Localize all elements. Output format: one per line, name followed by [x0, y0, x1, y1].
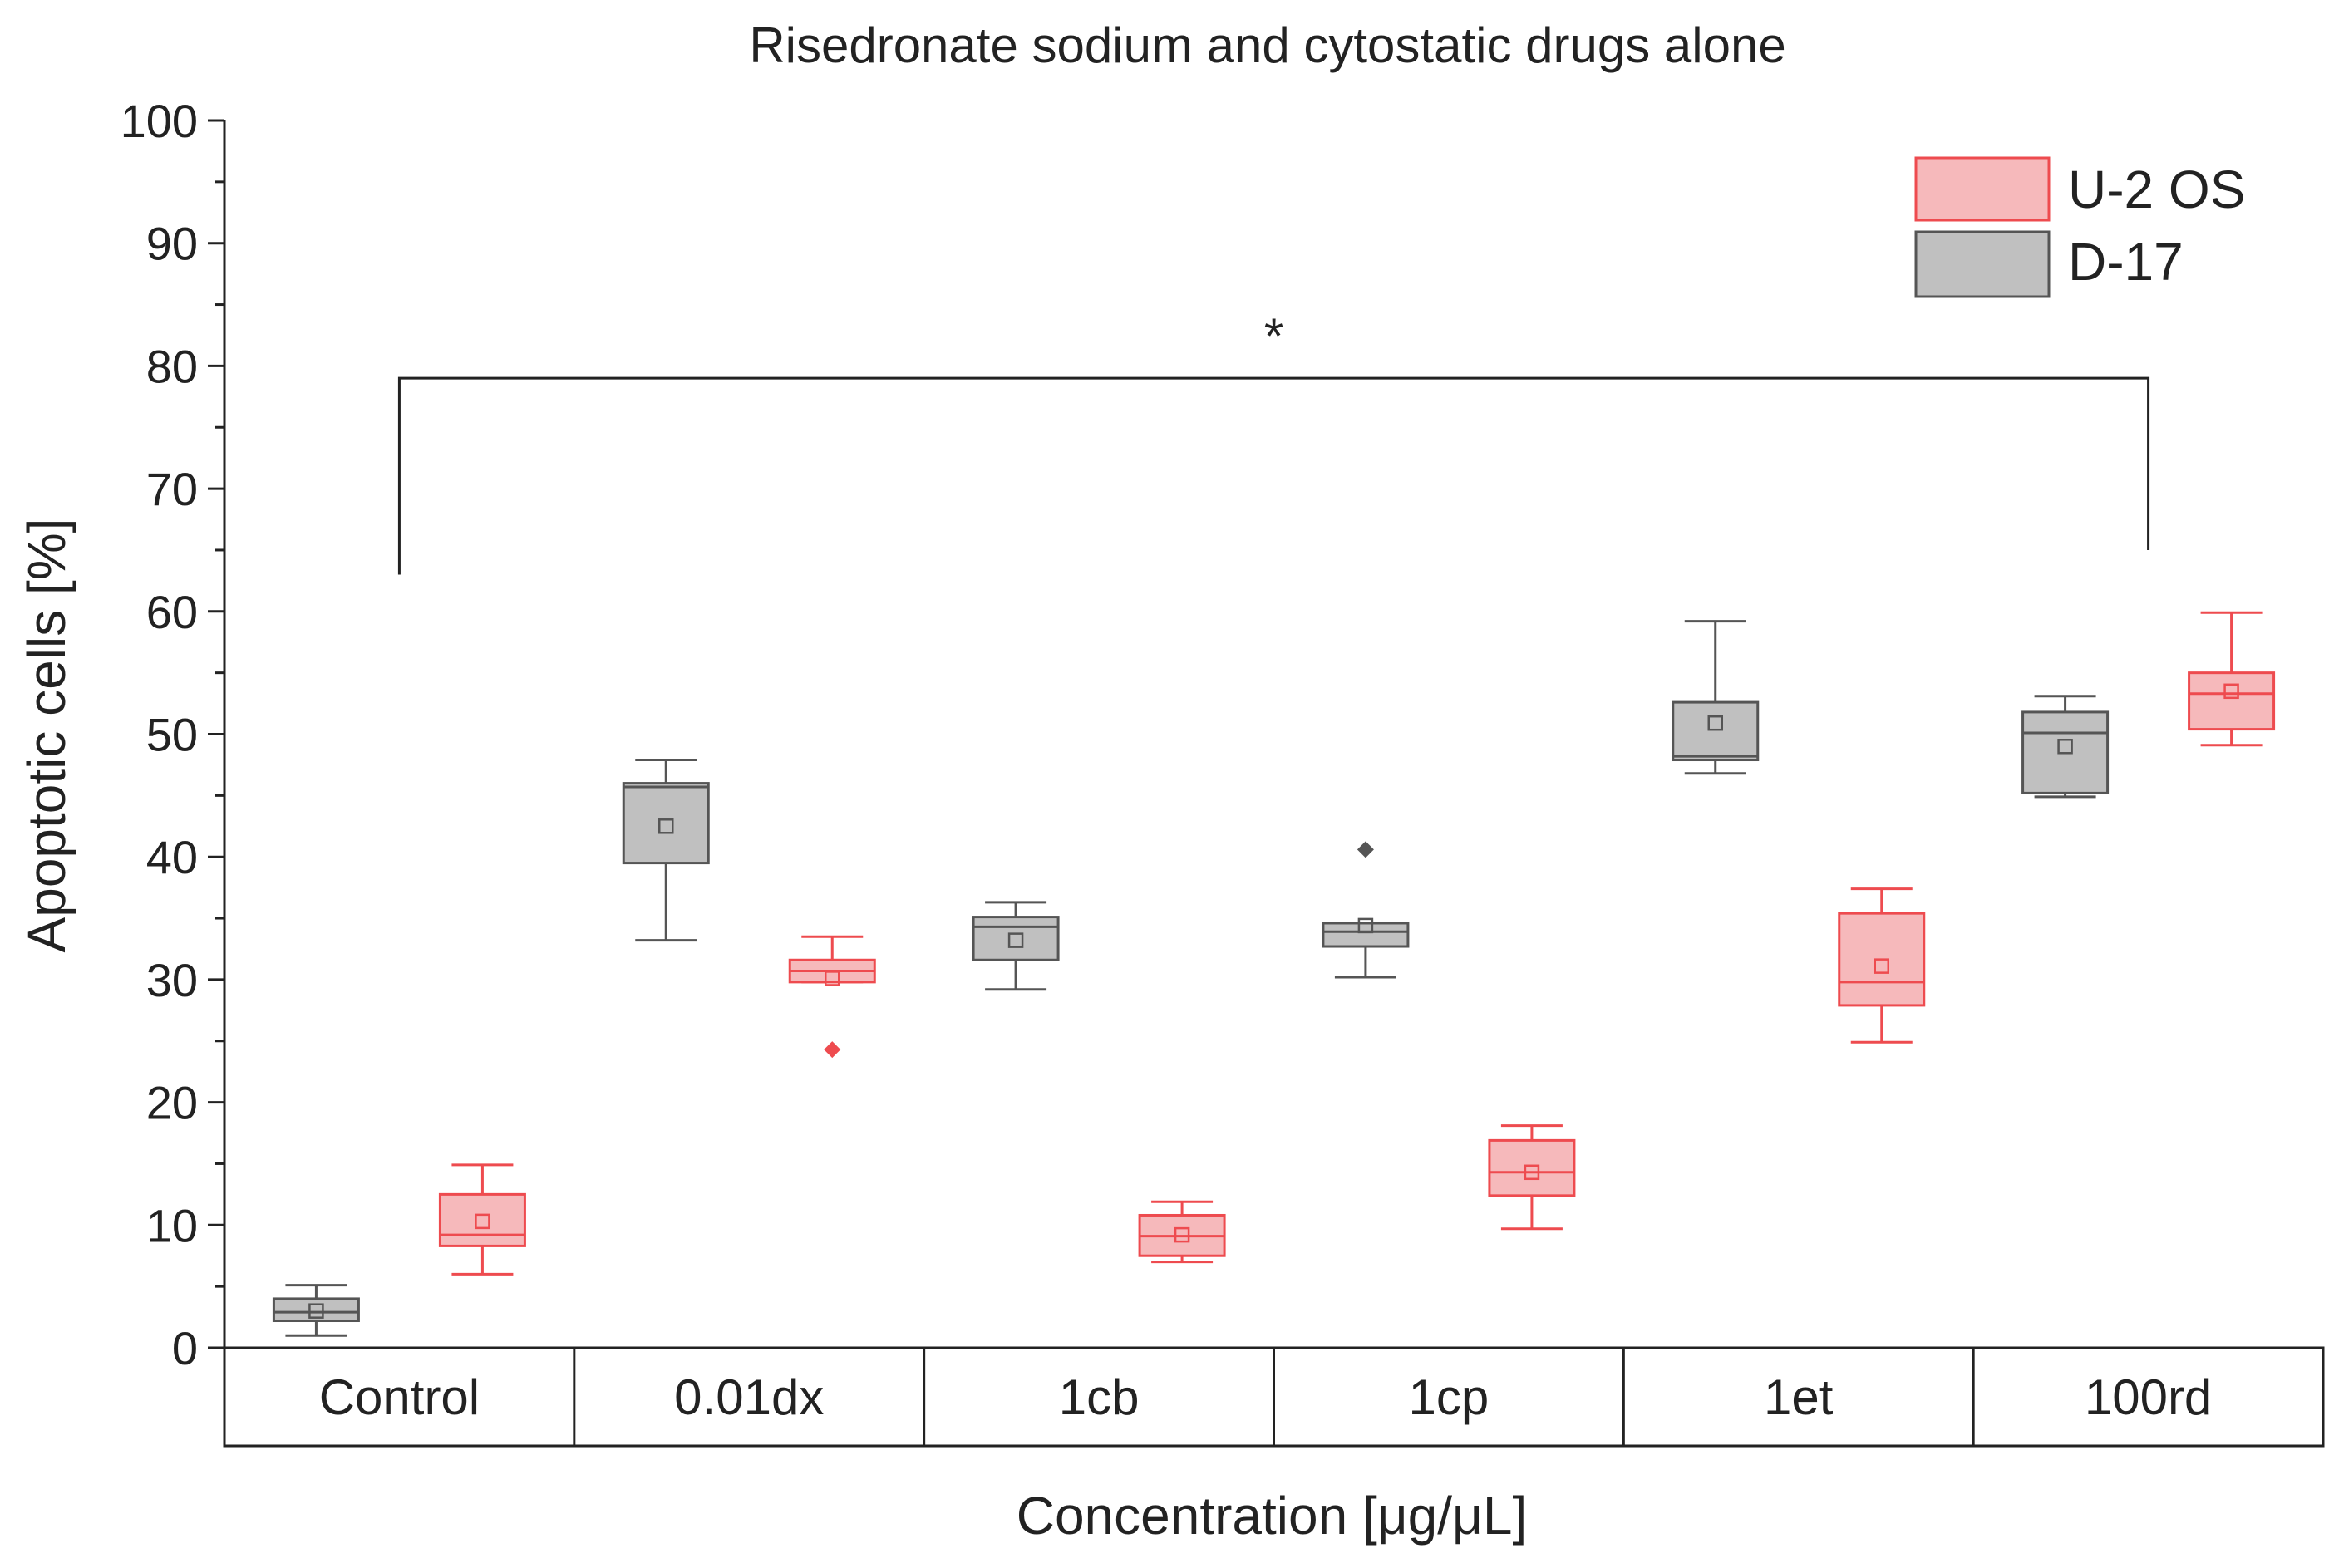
mean-marker [308, 1303, 324, 1319]
x-axis-label: Concentration [μg/μL] [1017, 1486, 1528, 1546]
significance-marker: * [1264, 308, 1283, 364]
mean-marker [1357, 917, 1374, 934]
box-d-17-0-01dx [622, 759, 710, 942]
mean-marker [1524, 1164, 1540, 1181]
y-tick-label: 10 [146, 1199, 198, 1251]
plot-area [272, 611, 2276, 1337]
y-tick-label: 80 [146, 340, 198, 392]
y-axis-label: Apoptotic cells [%] [17, 519, 76, 953]
category-label-control: Control [319, 1369, 480, 1425]
y-tick-label: 20 [146, 1077, 198, 1129]
mean-marker [1874, 958, 1889, 974]
category-label-1cb: 1cb [1059, 1369, 1140, 1425]
box-u-2-os-0-01dx [788, 935, 876, 1059]
legend-swatch-d17 [1914, 230, 2051, 298]
mean-marker [2057, 739, 2073, 755]
box-iqr [1488, 1138, 1576, 1197]
box-iqr [1322, 922, 1410, 948]
legend-swatch-u2os [1914, 156, 2051, 222]
y-tick-label: 100 [121, 95, 198, 147]
box-u-2-os-control [438, 1163, 526, 1276]
box-u-2-os-100rd [2188, 611, 2276, 747]
y-tick-label: 0 [172, 1322, 198, 1374]
box-u-2-os-1et [1838, 887, 1926, 1044]
mean-marker [475, 1213, 490, 1230]
category-label-0-01dx: 0.01dx [674, 1369, 824, 1425]
box-iqr [2188, 671, 2276, 731]
mean-marker [1174, 1226, 1190, 1243]
mean-marker [825, 971, 840, 986]
box-u-2-os-1cp [1488, 1124, 1576, 1231]
box-iqr [972, 916, 1060, 961]
y-tick-label: 50 [146, 709, 198, 761]
mean-marker [2223, 683, 2239, 700]
y-axis-ticks: 0 10 20 30 40 50 60 70 80 90 100 [121, 95, 224, 1374]
y-tick-label: 60 [146, 586, 198, 638]
significance-bracket-line [397, 376, 2150, 575]
significance-bracket: * [397, 308, 2150, 575]
legend-label-d17: D-17 [2068, 232, 2184, 292]
box-d-17-1cp [1322, 841, 1410, 979]
box-u-2-os-1cb [1138, 1200, 1226, 1264]
y-tick-label: 90 [146, 218, 198, 270]
legend: U-2 OS D-17 [1914, 156, 2245, 298]
mean-marker [1707, 715, 1723, 731]
y-tick-label: 30 [146, 954, 198, 1006]
outlier-point [824, 1041, 841, 1059]
legend-label-u2os: U-2 OS [2068, 160, 2245, 219]
category-label-100rd: 100rd [2085, 1369, 2212, 1425]
category-label-1cp: 1cp [1409, 1369, 1490, 1425]
mean-marker [658, 818, 674, 834]
box-d-17-1cb [972, 901, 1060, 991]
y-tick-label: 70 [146, 463, 198, 515]
box-d-17-control [272, 1284, 360, 1337]
box-d-17-1et [1672, 620, 1760, 775]
box-iqr [1672, 700, 1760, 762]
mean-marker [1007, 932, 1024, 948]
category-label-1et: 1et [1764, 1369, 1834, 1425]
box-iqr [438, 1192, 526, 1247]
category-axis-box: Control 0.01dx 1cb 1cp 1et 100rd [223, 1346, 2325, 1448]
y-tick-label: 40 [146, 831, 198, 883]
outlier-point [1357, 841, 1374, 858]
box-iqr [622, 782, 710, 865]
chart-title: Risedronate sodium and cytostatic drugs … [749, 17, 1785, 73]
box-d-17-100rd [2021, 695, 2110, 799]
